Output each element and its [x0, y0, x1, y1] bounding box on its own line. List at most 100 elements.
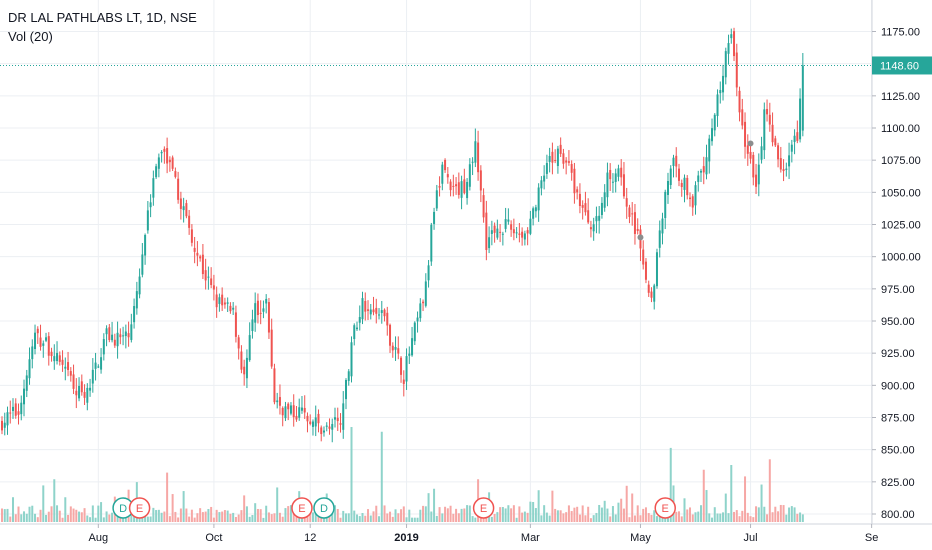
candle-body	[317, 413, 320, 424]
candle-body	[777, 145, 780, 160]
volume-bar	[559, 510, 562, 522]
event-badge[interactable]: E	[654, 497, 676, 519]
candle-body	[23, 388, 26, 405]
volume-bar	[276, 487, 279, 522]
candle-body	[311, 421, 314, 427]
price-axis: 800.00 825.00 850.00 875.00 900.00 925.00 950.…	[871, 0, 932, 524]
earnings-icon	[472, 497, 495, 519]
candle-body	[408, 353, 411, 356]
candle-body	[551, 151, 554, 163]
volume-bar	[12, 497, 15, 522]
volume-bar	[554, 508, 557, 522]
candle-body	[314, 417, 317, 427]
volume-bar	[691, 514, 694, 522]
volume-bar	[746, 512, 749, 522]
candle-body	[554, 160, 557, 162]
candle-body	[705, 157, 708, 175]
candle-body	[234, 312, 237, 337]
volume-bar	[20, 514, 23, 522]
candle-body	[702, 166, 705, 173]
volume-bar	[628, 517, 631, 522]
volume-indicator-label[interactable]: Vol (20)	[8, 29, 53, 44]
candle-body	[444, 159, 447, 171]
candle-body	[339, 423, 342, 425]
candle-body	[102, 339, 105, 355]
event-badge[interactable]: E	[472, 497, 495, 519]
event-badge[interactable]: E	[291, 497, 313, 519]
candle-body	[556, 148, 559, 166]
volume-bar	[212, 517, 215, 522]
volume-bar	[642, 508, 645, 522]
candle-body	[400, 357, 403, 375]
event-badge[interactable]: E	[128, 497, 151, 519]
candle-body	[50, 351, 53, 357]
candle-body	[578, 193, 581, 206]
candle-body	[526, 230, 529, 234]
candle-body	[490, 230, 493, 234]
volume-bar	[749, 516, 752, 522]
volume-bar	[716, 513, 719, 522]
candle-body	[133, 306, 136, 323]
candle-body	[576, 189, 579, 193]
volume-bar	[647, 513, 650, 522]
candle-body	[273, 368, 276, 403]
volume-bar	[705, 490, 708, 522]
volume-bar	[400, 509, 403, 522]
volume-bar	[427, 493, 430, 522]
candle-body	[402, 379, 405, 384]
volume-bar	[36, 517, 39, 522]
candle-body	[603, 192, 606, 208]
candle-body	[144, 234, 147, 256]
volume-bar	[801, 514, 804, 522]
volume-bar	[609, 516, 612, 522]
candle-body	[243, 366, 246, 375]
volume-bar	[171, 494, 174, 522]
symbol-title[interactable]: DR LAL PATHLABS LT, 1D, NSE	[8, 10, 197, 25]
volume-bar	[556, 510, 559, 522]
candle-body	[303, 407, 306, 413]
volume-bar	[383, 505, 386, 522]
price-tick-label: 950.00	[881, 316, 915, 328]
candle-body	[391, 345, 394, 351]
candle-body	[691, 196, 694, 208]
volume-bar	[347, 513, 350, 522]
volume-bar	[584, 515, 587, 522]
candle-body	[677, 168, 680, 181]
candle-body	[122, 335, 125, 337]
volume-bar	[207, 509, 210, 522]
candle-body	[160, 151, 163, 154]
event-letter: D	[119, 503, 127, 515]
candle-body	[356, 327, 359, 330]
volume-bar	[534, 508, 537, 522]
candle-body	[785, 168, 788, 170]
volume-bar	[424, 506, 427, 522]
volume-bar	[215, 509, 218, 522]
candle-body	[595, 216, 598, 222]
candle-body	[763, 109, 766, 151]
candle-body	[75, 390, 78, 396]
candle-body	[424, 281, 427, 306]
volume-bar	[320, 516, 323, 522]
volume-bar	[493, 513, 496, 522]
volume-bar	[185, 508, 188, 522]
candle-body	[683, 177, 686, 190]
candle-body	[105, 328, 108, 335]
candle-body	[716, 94, 719, 117]
price-tick-label: 1125.00	[881, 91, 920, 103]
volume-bar	[375, 505, 378, 522]
candle-body	[152, 178, 155, 198]
candle-body	[259, 312, 262, 314]
candle-body	[666, 180, 669, 195]
event-badge[interactable]: D	[313, 497, 335, 519]
volume-bar	[537, 490, 540, 522]
volume-bar	[455, 508, 458, 522]
volume-bar	[190, 509, 193, 522]
candle-body	[141, 254, 144, 275]
candle-body	[138, 276, 141, 295]
volume-bar	[512, 505, 515, 522]
time-tick-label: May	[630, 532, 651, 544]
volume-bar	[526, 512, 529, 522]
candle-body	[746, 145, 749, 154]
candle-body	[650, 291, 653, 298]
